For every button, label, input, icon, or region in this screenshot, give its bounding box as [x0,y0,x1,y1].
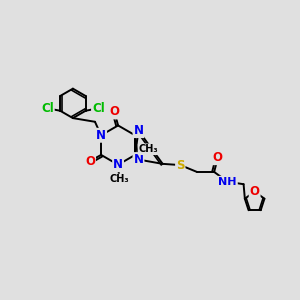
Text: N: N [96,129,106,142]
Text: N: N [134,153,143,166]
Text: Cl: Cl [41,102,54,115]
Text: NH: NH [218,177,237,187]
Text: O: O [213,151,223,164]
Text: CH₃: CH₃ [139,144,158,154]
Text: Cl: Cl [92,102,105,115]
Text: CH₃: CH₃ [110,174,129,184]
Text: N: N [134,124,143,137]
Text: S: S [176,159,184,172]
Text: O: O [110,106,119,118]
Text: N: N [113,158,123,171]
Text: O: O [250,185,260,198]
Text: O: O [85,154,95,167]
